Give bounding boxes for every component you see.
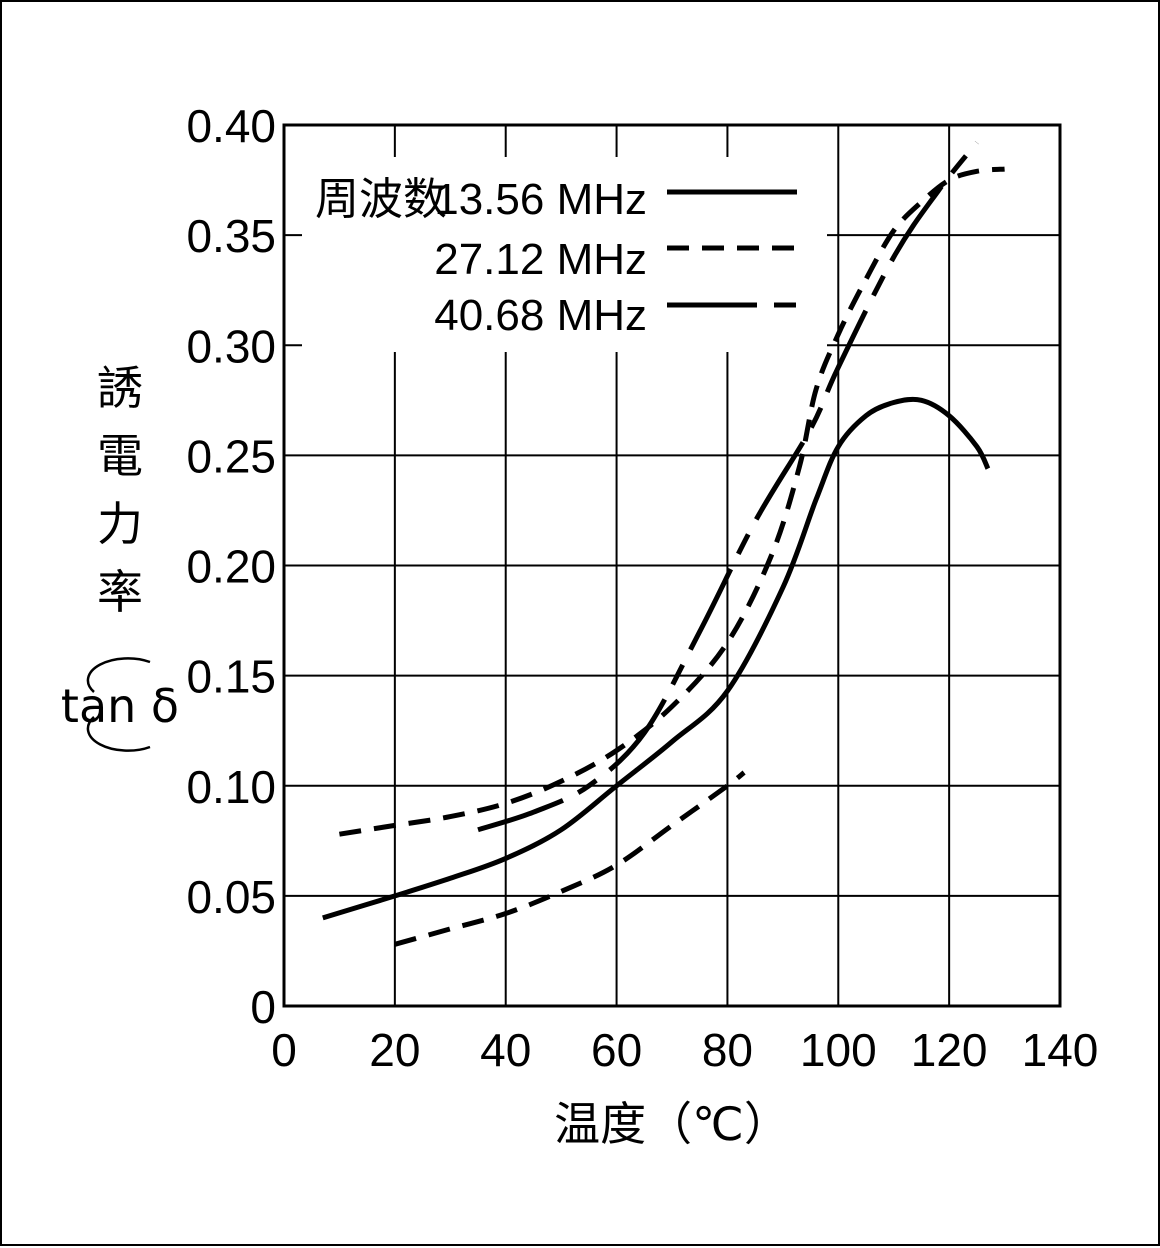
y-tick-label-4: 0.20 xyxy=(186,541,276,593)
y-axis-title-char-3: 率 xyxy=(97,565,143,619)
x-tick-labels: 0 20 40 60 80 100 120 140 xyxy=(271,1024,1098,1076)
y-tick-label-2: 0.10 xyxy=(186,761,276,813)
y-axis-subtitle: tan δ xyxy=(61,679,179,733)
y-axis-title-char-0: 誘 xyxy=(97,361,143,415)
y-axis-title-char-1: 電 xyxy=(97,429,143,483)
x-tick-label-1: 20 xyxy=(369,1024,420,1076)
y-tick-label-1: 0.05 xyxy=(186,871,276,923)
y-tick-label-5: 0.25 xyxy=(186,430,276,482)
curves xyxy=(322,141,1005,947)
series-line-0 xyxy=(322,396,991,921)
legend-prefix: 周波数 xyxy=(315,175,447,224)
series-line-1 xyxy=(394,770,746,947)
x-tick-label-4: 80 xyxy=(702,1024,753,1076)
y-axis-title-char-2: 力 xyxy=(97,497,143,551)
bracket-top xyxy=(86,657,151,693)
y-tick-label-3: 0.15 xyxy=(186,651,276,703)
x-tick-label-6: 120 xyxy=(911,1024,988,1076)
bracket-bottom xyxy=(86,716,151,752)
y-tick-label-0: 0 xyxy=(250,981,276,1033)
y-tick-labels: 0 0.05 0.10 0.15 0.20 0.25 0.30 0.35 0.40 xyxy=(186,100,276,1033)
x-tick-label-5: 100 xyxy=(800,1024,877,1076)
x-tick-label-0: 0 xyxy=(271,1024,297,1076)
y-tick-label-6: 0.30 xyxy=(186,320,276,372)
x-tick-label-3: 60 xyxy=(591,1024,642,1076)
x-axis-title: 温度（℃） xyxy=(554,1097,790,1151)
series-line-3 xyxy=(477,141,979,833)
x-tick-label-2: 40 xyxy=(480,1024,531,1076)
x-tick-label-7: 140 xyxy=(1022,1024,1099,1076)
plot-area xyxy=(282,123,1062,1008)
y-tick-label-7: 0.35 xyxy=(186,210,276,262)
y-tick-label-8: 0.40 xyxy=(186,100,276,152)
legend-label-27mhz: 27.12 MHz xyxy=(434,235,647,284)
y-axis-subtitle-group: tan δ xyxy=(61,657,179,752)
legend-label-13mhz: 13.56 MHz xyxy=(434,175,647,224)
legend: 周波数 13.56 MHz 27.12 MHz 40.68 MHz xyxy=(302,157,827,352)
series-line-2 xyxy=(339,166,1005,837)
legend-label-40mhz: 40.68 MHz xyxy=(434,291,647,340)
